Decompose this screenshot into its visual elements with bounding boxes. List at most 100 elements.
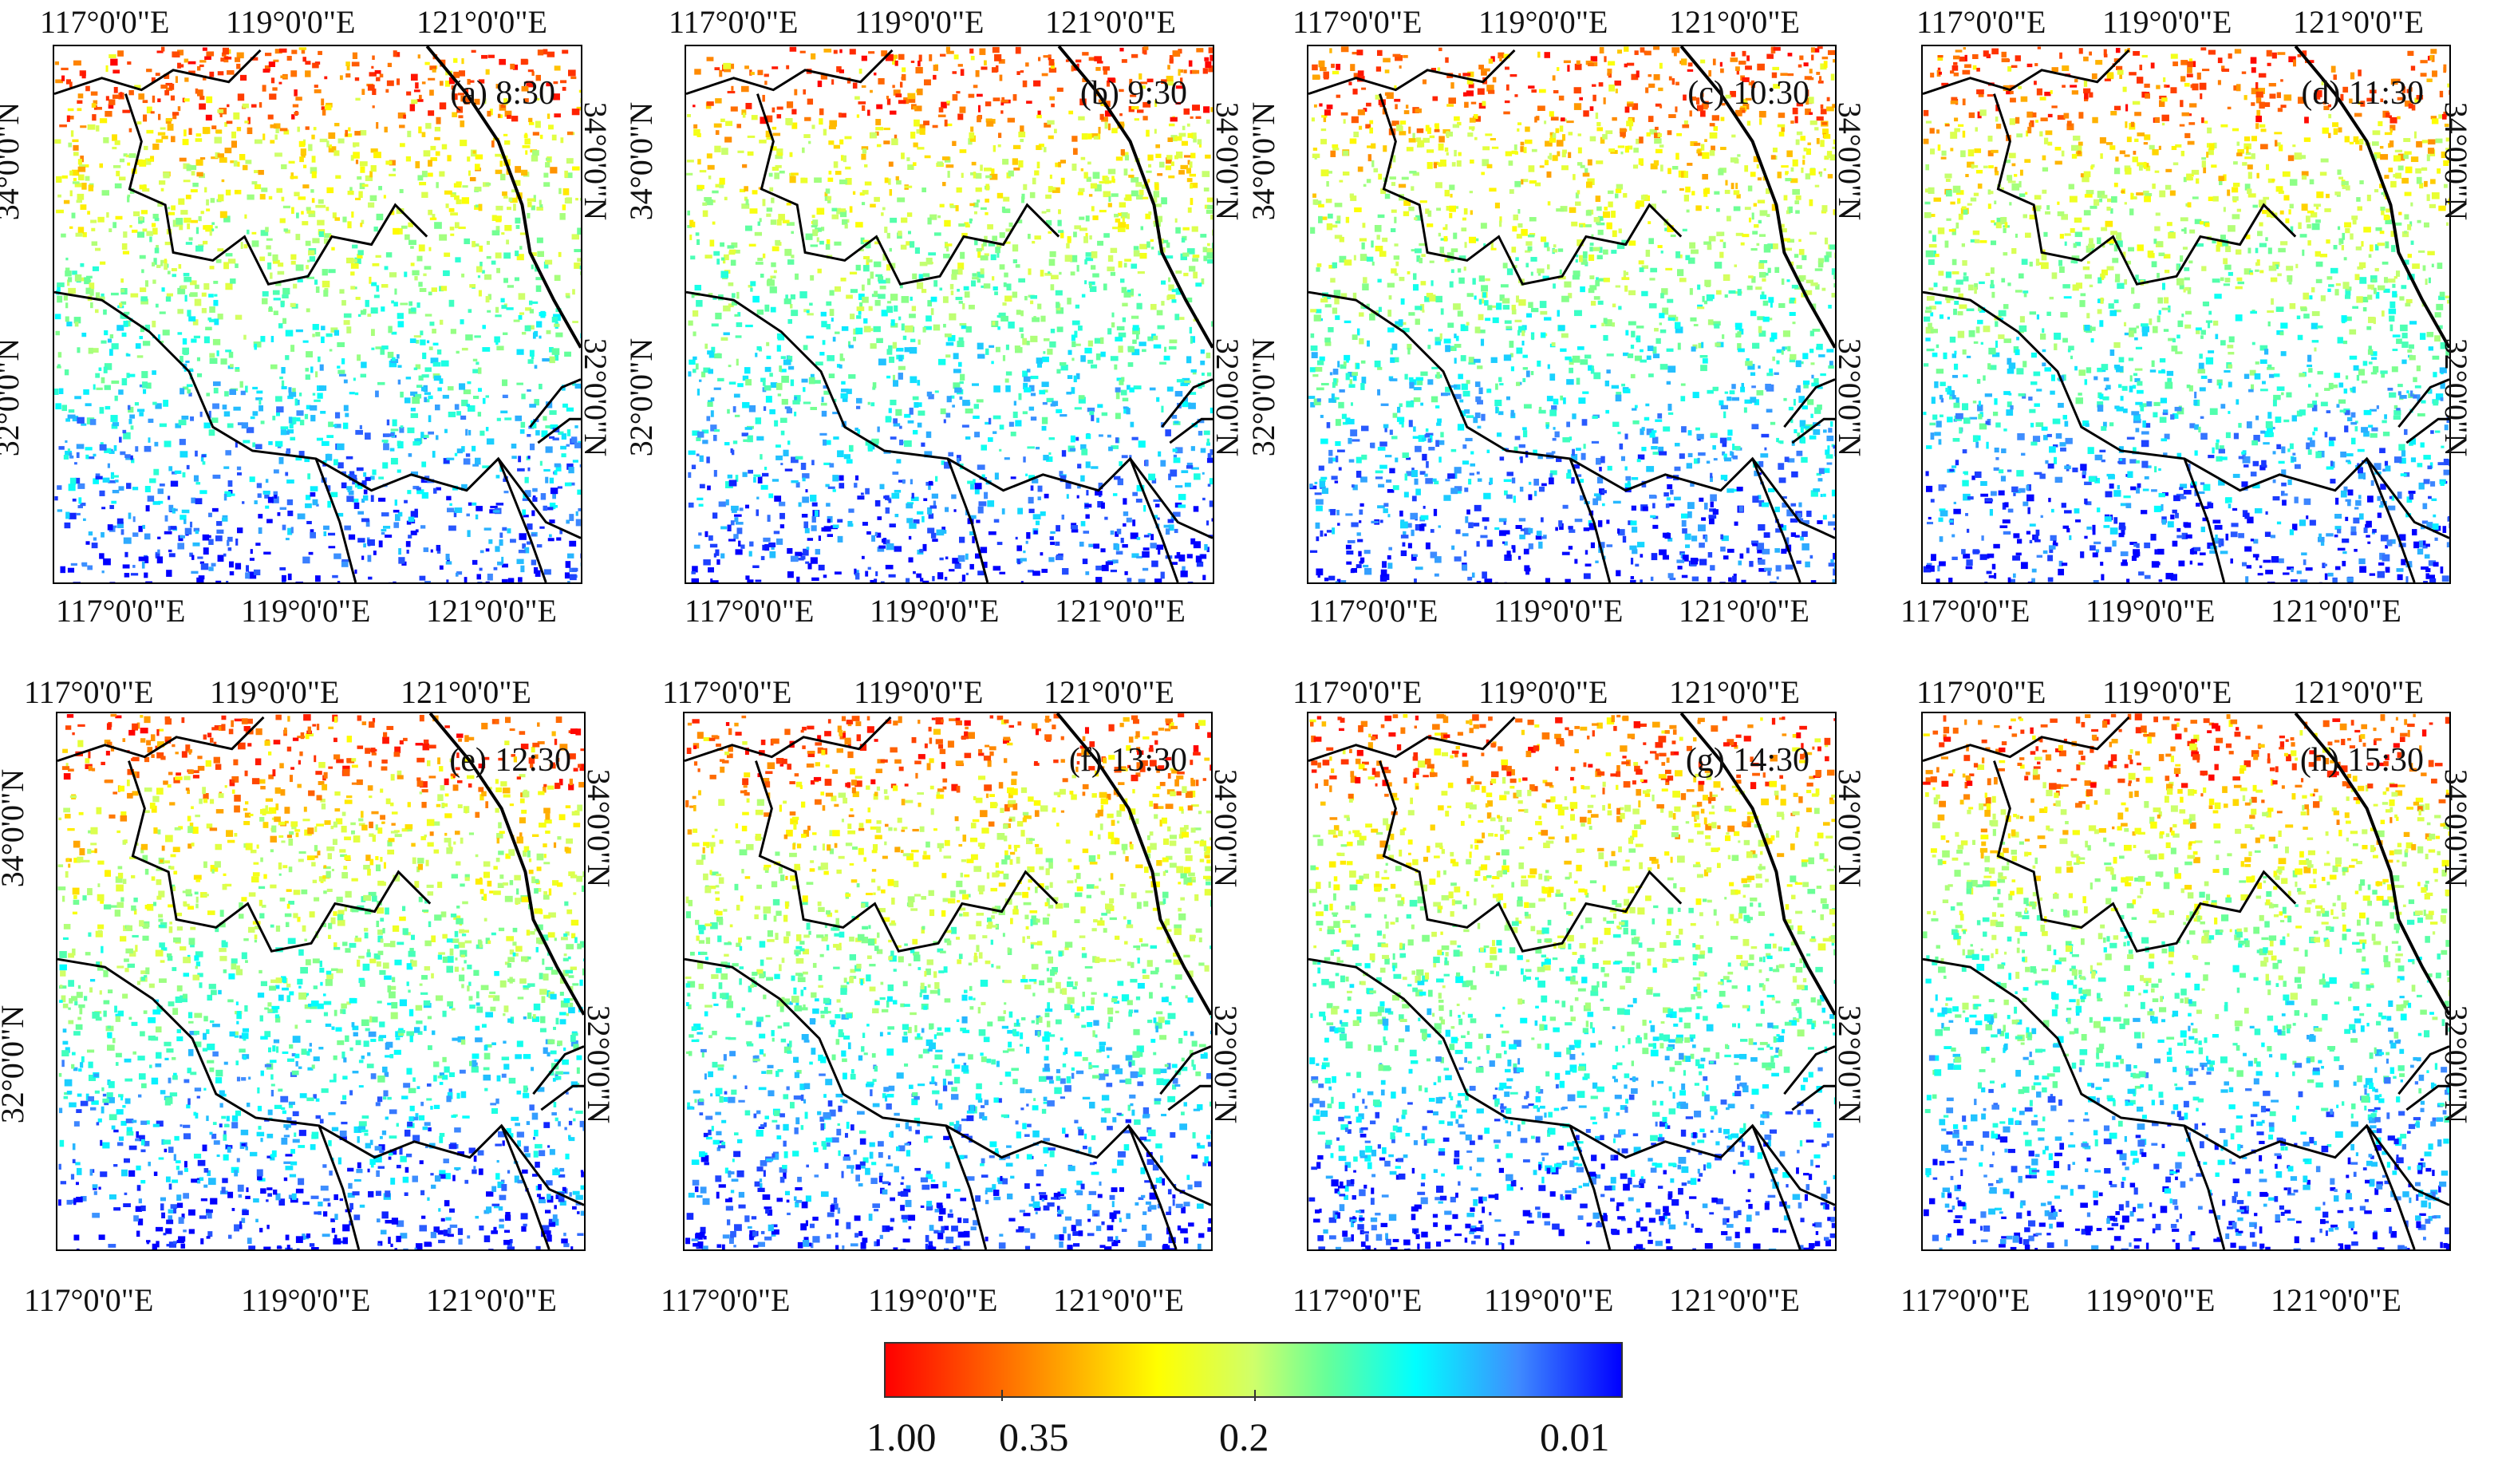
top-tick-119: 119°0'0"E — [854, 4, 985, 40]
map-area — [1921, 45, 2451, 584]
bottom-tick-119: 119°0'0"E — [868, 1282, 998, 1318]
top-tick-117: 117°0'0"E — [1292, 674, 1423, 710]
top-tick-119: 119°0'0"E — [1478, 674, 1608, 710]
top-tick-121: 121°0'0"E — [416, 4, 547, 40]
right-lat-34: 34°0'0"N — [1832, 768, 1869, 888]
map-panel-h: 117°0'0"E 119°0'0"E 121°0'0"E (h) 15:30 … — [1876, 667, 2483, 1316]
bottom-tick-121: 121°0'0"E — [426, 1282, 557, 1318]
raster-speckle — [54, 46, 581, 582]
boundary-line — [946, 458, 989, 582]
boundary-line — [2366, 1125, 2416, 1249]
boundary-line — [2183, 458, 2226, 582]
left-lat-34: 34°0'0"N — [0, 768, 31, 888]
boundary-line — [1993, 93, 2297, 286]
map-panel-a: 117°0'0"E 119°0'0"E 121°0'0"E (a) 8:30 3… — [0, 0, 614, 638]
right-lat-34: 34°0'0"N — [1210, 101, 1246, 221]
boundary-line — [1057, 46, 1213, 349]
map-area — [56, 712, 586, 1251]
right-lat-32: 32°0'0"N — [1832, 337, 1869, 457]
map-area — [1307, 45, 1837, 584]
right-lat-34: 34°0'0"N — [1832, 101, 1869, 221]
boundary-line — [124, 93, 428, 286]
colorbar-tick — [1001, 1390, 1003, 1401]
boundary-line — [1308, 957, 1835, 1206]
raster-speckle — [1308, 46, 1835, 582]
map-panel-d: 117°0'0"E 119°0'0"E 121°0'0"E (d) 11:30 … — [1876, 0, 2483, 638]
colorbar — [884, 1342, 1623, 1398]
right-lat-34: 34°0'0"N — [2438, 768, 2475, 888]
bottom-tick-119: 119°0'0"E — [870, 593, 1000, 629]
boundary-line — [2294, 713, 2449, 1016]
panel-label: (c) 10:30 — [1687, 75, 1809, 112]
right-lat-32: 32°0'0"N — [2438, 337, 2475, 457]
boundary-line — [532, 1045, 584, 1111]
boundary-line — [1923, 716, 2130, 763]
raster-speckle — [1923, 713, 2449, 1249]
top-tick-119: 119°0'0"E — [2102, 4, 2232, 40]
bottom-tick-119: 119°0'0"E — [1494, 593, 1624, 629]
map-panel-e: 117°0'0"E 119°0'0"E 121°0'0"E (e) 12:30 … — [0, 667, 617, 1316]
boundary-line — [686, 49, 894, 96]
bottom-tick-119: 119°0'0"E — [241, 1282, 371, 1318]
bottom-tick-117: 117°0'0"E — [661, 1282, 791, 1318]
boundary-line — [1923, 290, 2449, 539]
boundary-line — [2397, 1045, 2449, 1111]
left-lat-32: 32°0'0"N — [623, 337, 660, 457]
map-panel-b: 117°0'0"E 119°0'0"E 121°0'0"E (b) 9:30 3… — [623, 0, 1245, 638]
boundary-line — [497, 458, 547, 582]
map-panel-c: 117°0'0"E 119°0'0"E 121°0'0"E (c) 10:30 … — [1245, 0, 1868, 638]
panel-label: (d) 11:30 — [2301, 75, 2424, 112]
bottom-tick-117: 117°0'0"E — [1308, 593, 1438, 629]
top-tick-117: 117°0'0"E — [40, 4, 170, 40]
boundary-line — [57, 716, 265, 763]
boundary-line — [1308, 716, 1516, 763]
top-tick-117: 117°0'0"E — [669, 4, 799, 40]
boundary-line — [755, 760, 1059, 953]
map-panel-f: 117°0'0"E 119°0'0"E 121°0'0"E (f) 13:30 … — [629, 667, 1244, 1316]
right-lat-34: 34°0'0"N — [581, 768, 618, 888]
left-lat-34: 34°0'0"N — [623, 101, 660, 221]
map-area — [1307, 712, 1837, 1251]
boundary-line — [1923, 49, 2130, 96]
map-area — [53, 45, 582, 584]
boundary-line — [945, 1125, 988, 1249]
panel-label: (e) 12:30 — [449, 742, 571, 779]
bottom-tick-121: 121°0'0"E — [426, 593, 557, 629]
boundary-line — [1751, 1125, 1801, 1249]
boundary-line — [500, 1125, 551, 1249]
boundary-line — [428, 713, 584, 1016]
boundary-line — [1379, 93, 1683, 286]
top-tick-121: 121°0'0"E — [1669, 674, 1800, 710]
right-lat-32: 32°0'0"N — [1210, 337, 1246, 457]
map-area — [685, 45, 1214, 584]
boundary-line — [1159, 1045, 1211, 1111]
raster-speckle — [1308, 713, 1835, 1249]
boundary-line — [318, 1125, 361, 1249]
boundary-line — [2183, 1125, 2226, 1249]
boundary-line — [1379, 760, 1683, 953]
panel-label: (g) 14:30 — [1685, 742, 1809, 779]
right-lat-32: 32°0'0"N — [1208, 1004, 1245, 1124]
top-tick-117: 117°0'0"E — [1916, 674, 2046, 710]
panel-label: (h) 15:30 — [2299, 742, 2424, 779]
bottom-tick-119: 119°0'0"E — [2086, 593, 2216, 629]
right-lat-32: 32°0'0"N — [1832, 1004, 1869, 1124]
bottom-tick-119: 119°0'0"E — [2086, 1282, 2216, 1318]
bottom-tick-121: 121°0'0"E — [1055, 593, 1186, 629]
top-tick-117: 117°0'0"E — [662, 674, 792, 710]
right-lat-34: 34°0'0"N — [1208, 768, 1245, 888]
top-tick-119: 119°0'0"E — [2102, 674, 2232, 710]
boundary-line — [1783, 1045, 1835, 1111]
bottom-tick-121: 121°0'0"E — [2271, 593, 2401, 629]
boundary-line — [2366, 458, 2416, 582]
colorbar-label-0-35: 0.35 — [999, 1415, 1069, 1459]
top-tick-119: 119°0'0"E — [1478, 4, 1608, 40]
boundary-line — [2397, 378, 2449, 444]
bottom-tick-117: 117°0'0"E — [685, 593, 815, 629]
top-tick-117: 117°0'0"E — [1916, 4, 2046, 40]
right-lat-34: 34°0'0"N — [2438, 101, 2475, 221]
top-tick-119: 119°0'0"E — [210, 674, 340, 710]
bottom-tick-117: 117°0'0"E — [1292, 1282, 1423, 1318]
right-lat-32: 32°0'0"N — [578, 337, 614, 457]
left-lat-32: 32°0'0"N — [0, 337, 26, 457]
